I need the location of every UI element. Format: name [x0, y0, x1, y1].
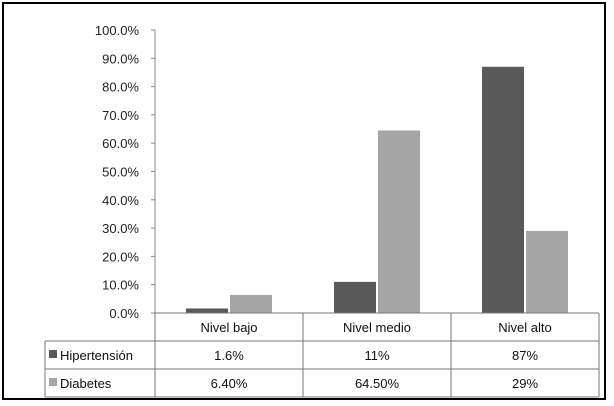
table-value: 29% — [512, 376, 538, 391]
y-tick-label: 30.0% — [102, 221, 139, 236]
y-tick-label: 20.0% — [102, 249, 139, 264]
bar-hipertensin-0 — [186, 308, 228, 313]
category-label: Nivel alto — [498, 320, 551, 335]
bar-diabetes-2 — [526, 230, 568, 313]
table-value: 64.50% — [355, 376, 400, 391]
bar-hipertensin-2 — [482, 66, 524, 313]
table-value: 11% — [364, 348, 389, 363]
y-tick-label: 40.0% — [102, 193, 139, 208]
bar-diabetes-0 — [230, 294, 272, 313]
category-label: Nivel bajo — [200, 320, 257, 335]
y-tick-label: 80.0% — [102, 80, 139, 95]
legend-key-0 — [49, 350, 57, 358]
y-tick-label: 10.0% — [102, 278, 139, 293]
y-tick-label: 70.0% — [102, 108, 139, 123]
y-tick-label: 90.0% — [102, 51, 139, 66]
y-tick-label: 100.0% — [95, 23, 140, 38]
category-label: Nivel medio — [343, 320, 411, 335]
series-name: Hipertensión — [60, 348, 133, 363]
chart-frame — [2, 2, 606, 400]
table-value: 6.40% — [211, 376, 248, 391]
y-tick-label: 60.0% — [102, 136, 139, 151]
series-name: Diabetes — [60, 376, 112, 391]
bar-hipertensin-1 — [334, 281, 376, 313]
table-value: 1.6% — [214, 348, 244, 363]
legend-key-1 — [49, 378, 57, 386]
table-value: 87% — [512, 348, 538, 363]
y-tick-label: 0.0% — [109, 306, 139, 321]
y-tick-label: 50.0% — [102, 165, 139, 180]
bar-diabetes-1 — [378, 130, 420, 313]
